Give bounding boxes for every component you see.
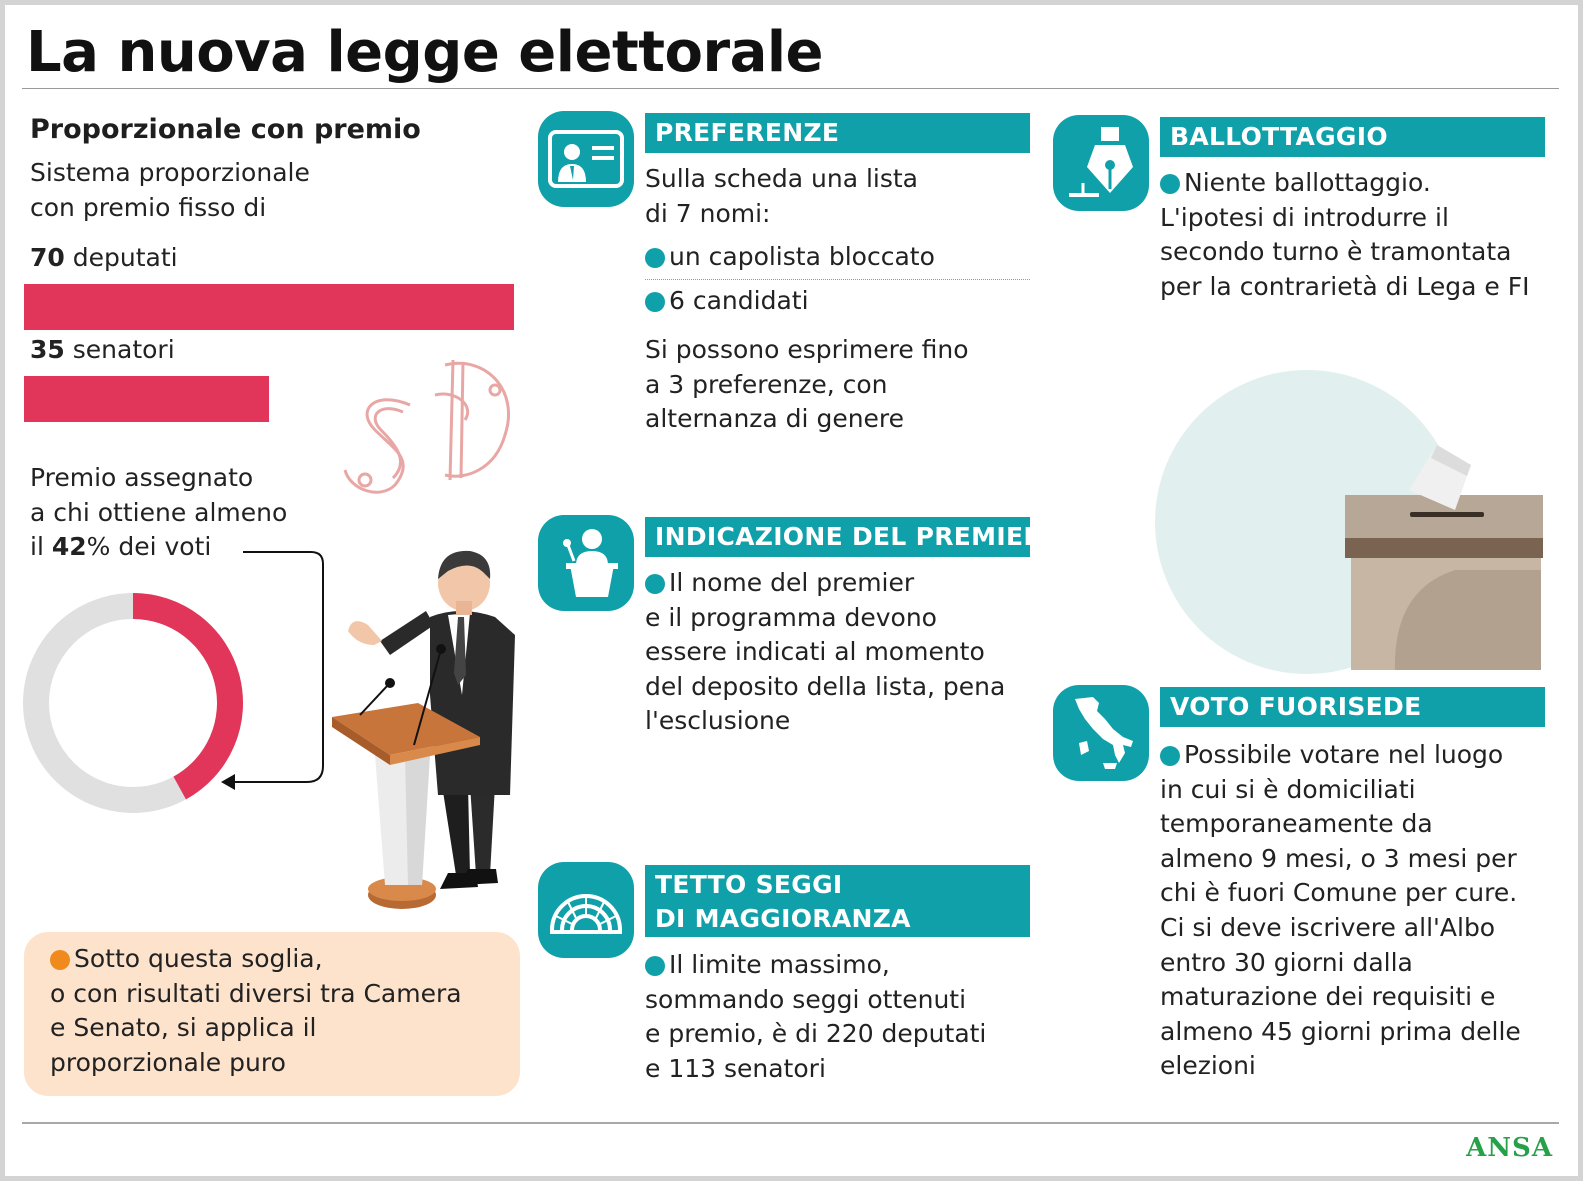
premio-donut-chart: [23, 593, 243, 813]
footer-divider: [22, 1122, 1559, 1124]
heading-preferenze: PREFERENZE: [645, 113, 1030, 153]
heading-ballottaggio: BALLOTTAGGIO: [1160, 117, 1545, 157]
bullet-icon: [1160, 746, 1180, 766]
deputies-label: 70 deputati: [30, 243, 178, 272]
bullet-icon: [645, 574, 665, 594]
bullet-icon: [645, 292, 665, 312]
premio-text: Premio assegnato a chi ottiene almeno il…: [30, 463, 288, 562]
dotted-divider: [645, 279, 1030, 280]
senators-label: 35 senatori: [30, 335, 175, 364]
fuorisede-body: Possibile votare nel luogo in cui si è d…: [1160, 740, 1521, 1081]
page-title: La nuova legge elettorale: [26, 20, 824, 85]
tetto-body: Il limite massimo, sommando seggi ottenu…: [645, 950, 987, 1083]
podium-speaker-icon: [538, 515, 634, 611]
person-at-podium-illustration: [332, 550, 515, 909]
heading-voto-fuorisede: VOTO FUORISEDE: [1160, 687, 1545, 727]
title-divider: [22, 88, 1559, 89]
section-heading-proporzionale: Proporzionale con premio: [30, 114, 421, 145]
preferenze-body: Si possono esprimere fino a 3 preferenze…: [645, 335, 969, 434]
note-text: Sotto questa soglia, o con risultati div…: [50, 944, 462, 1077]
ansa-logo: ANSA: [1466, 1133, 1553, 1163]
orange-bullet-icon: [50, 950, 70, 970]
heading-tetto-seggi: TETTO SEGGI DI MAGGIORANZA: [645, 865, 1030, 937]
preferenze-bullet-2: 6 candidati: [645, 284, 809, 319]
senators-bar: [24, 376, 269, 422]
bullet-icon: [645, 248, 665, 268]
parliament-icon: [538, 862, 634, 958]
id-card-icon: [538, 111, 634, 207]
emblem-watermark: [343, 359, 511, 494]
bullet-icon: [1160, 174, 1180, 194]
donut-segment-42: [132, 593, 243, 800]
preferenze-bullet-1: un capolista bloccato: [645, 240, 935, 275]
connector-arrow: [221, 551, 324, 790]
fountain-pen-icon: [1053, 115, 1149, 211]
ballottaggio-body: Niente ballottaggio. L'ipotesi di introd…: [1160, 168, 1530, 301]
intro-text: Sistema proporzionale con premio fisso d…: [30, 158, 310, 222]
italy-map-icon: [1053, 685, 1149, 781]
preferenze-intro: Sulla scheda una lista di 7 nomi:: [645, 164, 918, 228]
deputies-bar: [24, 284, 514, 330]
heading-premier: INDICAZIONE DEL PREMIER: [645, 517, 1043, 557]
premier-body: Il nome del premier e il programma devon…: [645, 568, 1006, 736]
ballot-box-icon: [1155, 370, 1543, 674]
threshold-note: Sotto questa soglia, o con risultati div…: [24, 932, 520, 1096]
bullet-icon: [645, 956, 665, 976]
